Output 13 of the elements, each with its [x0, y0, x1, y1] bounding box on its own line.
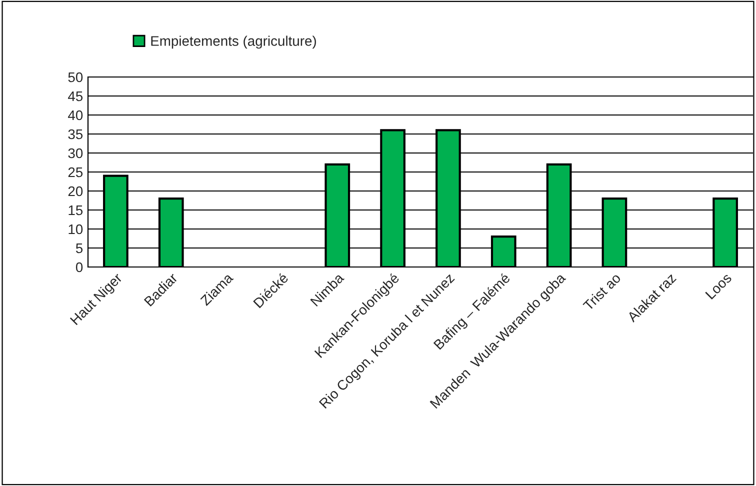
y-tick-label: 30 [68, 148, 83, 158]
y-tick-label: 15 [68, 205, 83, 216]
y-tick-label: 10 [68, 224, 83, 234]
y-tick-label: 45 [68, 91, 83, 102]
legend-label: Empietements (agriculture) [151, 36, 316, 49]
y-tick-label: 50 [68, 72, 83, 82]
y-tick-label: 0 [76, 262, 83, 272]
y-tick-label: 20 [68, 186, 83, 196]
y-tick-label: 25 [68, 167, 83, 178]
x-tick-label: Trist ao [582, 272, 622, 312]
y-tick-label: 35 [68, 129, 83, 140]
y-tick-label: 40 [68, 110, 83, 120]
y-tick-label: 5 [76, 243, 83, 254]
